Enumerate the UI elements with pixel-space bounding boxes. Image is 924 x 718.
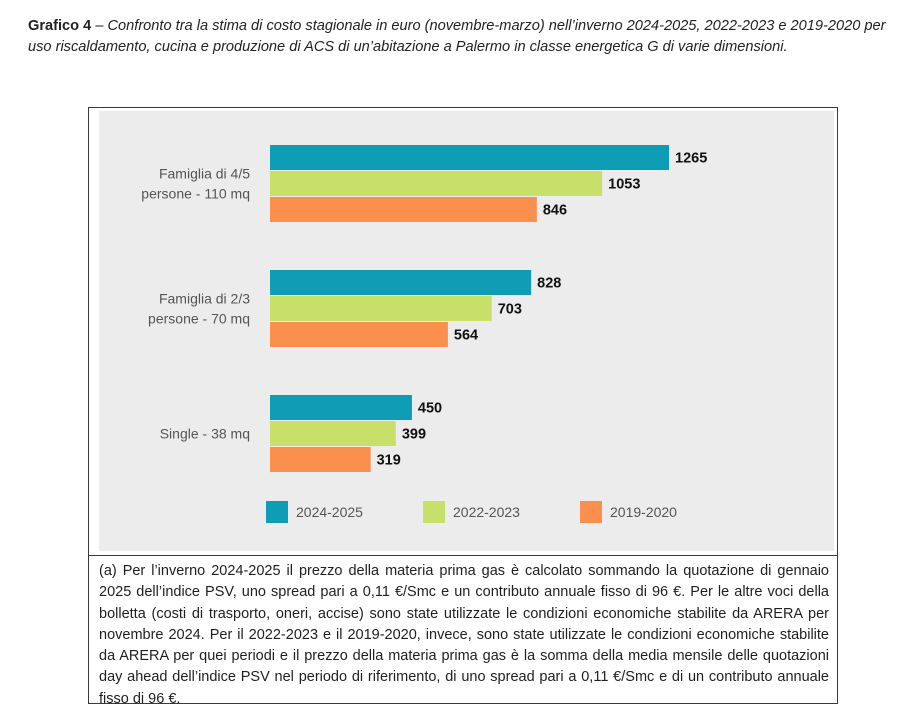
bar-2024-2025-3 <box>270 395 412 420</box>
legend-label: 2024-2025 <box>296 504 363 520</box>
category-label: Single - 38 mq <box>160 426 250 442</box>
bar-2022-2023-3 <box>270 421 396 446</box>
legend-swatch-2024-2025 <box>266 501 288 523</box>
data-label: 828 <box>537 276 561 292</box>
data-label: 1053 <box>608 177 640 193</box>
caption-label: Grafico 4 <box>28 18 92 34</box>
figure-box: Famiglia di 4/5 persone - 110 mq 1265 1053 8… <box>88 107 838 707</box>
caption-text: – Confronto tra la stima di costo stagio… <box>28 18 886 55</box>
bar-2019-2020-1 <box>270 197 537 222</box>
legend-swatch-2019-2020 <box>580 501 602 523</box>
bar-2022-2023-2 <box>270 296 492 321</box>
figure-caption: Grafico 4 – Confronto tra la stima di co… <box>28 16 904 58</box>
data-label: 703 <box>498 302 522 318</box>
bar-2019-2020-3 <box>270 447 371 472</box>
bar-2024-2025-1 <box>270 145 669 170</box>
data-label: 450 <box>418 401 442 417</box>
data-label: 399 <box>402 427 426 443</box>
category-label: Famiglia di 4/5 <box>159 166 250 182</box>
legend-label: 2022-2023 <box>453 504 520 520</box>
bar-2024-2025-2 <box>270 270 532 295</box>
chart-panel: Famiglia di 4/5 persone - 110 mq 1265 1053 8… <box>99 111 834 551</box>
category-label: Famiglia di 2/3 <box>159 291 250 307</box>
data-label: 846 <box>543 203 567 219</box>
bar-2022-2023-1 <box>270 171 603 196</box>
data-label: 319 <box>377 453 401 469</box>
data-label: 564 <box>454 328 478 344</box>
bar-2019-2020-2 <box>270 322 448 347</box>
footnote: (a) Per l’inverno 2024-2025 il prezzo de… <box>89 555 837 707</box>
legend-label: 2019-2020 <box>610 504 677 520</box>
category-label: persone - 70 mq <box>148 311 250 327</box>
legend-swatch-2022-2023 <box>423 501 445 523</box>
bar-chart: Famiglia di 4/5 persone - 110 mq 1265 1053 8… <box>141 145 707 523</box>
data-label: 1265 <box>675 151 707 167</box>
category-label: persone - 110 mq <box>141 186 250 202</box>
